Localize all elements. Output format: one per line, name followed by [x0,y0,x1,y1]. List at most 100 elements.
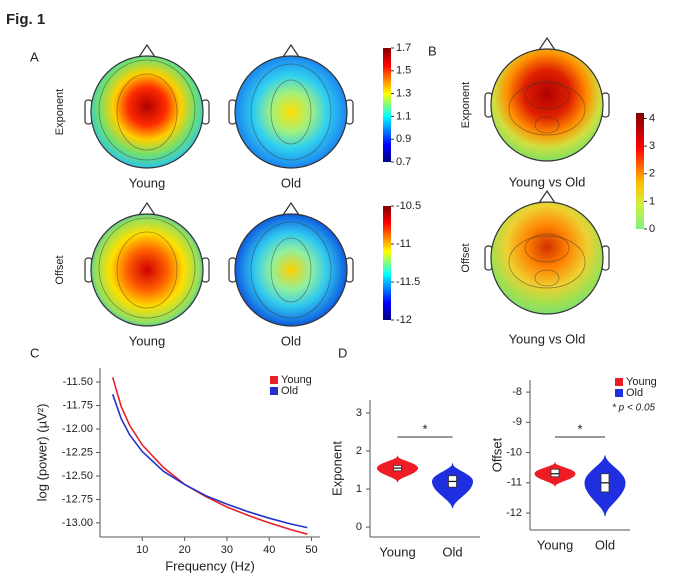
panel-label: A [30,49,39,64]
contour [250,63,332,161]
contour [524,80,570,110]
contour [524,233,570,263]
x-tick-label: 20 [178,544,190,556]
contour [534,269,560,287]
significance-marker: * [577,421,582,436]
colorbar-tick-label: 1.3 [396,88,411,100]
colorbar-tick-label: 0.9 [396,133,411,145]
map-label: Young vs Old [509,174,586,189]
line-series [111,394,308,529]
colorbar-tick-label: 1 [649,195,655,207]
y-tick-label: -11.75 [63,399,93,411]
scalp-map [234,55,348,169]
legend-label: Old [281,385,298,397]
colorbar-tick-label: -10.5 [396,200,421,212]
nose [538,189,556,204]
y-tick-label: 2 [356,445,362,457]
scalp-map [234,213,348,327]
x-tick-label: 10 [136,544,148,556]
nose [538,36,556,51]
colorbar-tick-label: 3 [649,140,655,152]
map-label: Young [129,175,165,190]
row-label: Offset [460,243,472,272]
legend-label: Young [281,374,312,386]
scalp-map [490,48,604,162]
x-axis-label: Frequency (Hz) [165,558,255,573]
significance-marker: * [422,421,427,436]
colorbar-tick-label: 0.7 [396,156,411,168]
colorbar-tick-label: 0 [649,223,655,235]
legend-swatch [615,389,623,397]
contour [116,73,178,151]
x-tick-label: Young [537,537,573,552]
x-tick-label: 30 [221,544,233,556]
contour [508,235,586,289]
map-label: Young [129,333,165,348]
nose [138,201,156,216]
map-label: Old [281,333,301,348]
row-label: Exponent [460,82,472,128]
colorbar-tick-label: -11.5 [396,276,420,288]
y-tick-label: 1 [356,483,362,495]
y-tick-label: -12.00 [62,423,93,435]
contour [270,79,312,145]
y-tick-label: -9 [512,416,522,428]
x-tick-label: 50 [305,544,317,556]
map-label: Young vs Old [509,331,586,346]
y-tick-label: -12 [506,507,522,519]
contour [116,231,178,309]
nose [282,43,300,58]
panel-label: D [338,345,347,360]
x-tick-label: Young [379,544,415,559]
y-tick-label: -11.50 [63,376,93,388]
y-axis-label: Exponent [329,441,344,496]
y-tick-label: -11 [507,477,522,489]
y-tick-label: 0 [356,521,362,533]
nose [282,201,300,216]
legend-label: Old [626,387,643,399]
row-label: Offset [54,255,66,284]
contour [250,221,332,319]
legend-swatch [270,387,278,395]
y-tick-label: -12.50 [62,470,93,482]
nose [138,43,156,58]
y-tick-label: -12.75 [62,493,93,505]
scalp-map [90,213,204,327]
colorbar-tick-label: 1.5 [396,65,411,77]
colorbar [383,48,391,162]
y-tick-label: -12.25 [62,446,93,458]
scalp-map [90,55,204,169]
x-tick-label: Old [442,544,462,559]
map-label: Old [281,175,301,190]
legend-label: Young [626,376,657,388]
colorbar-tick-label: 1.7 [396,42,411,54]
y-tick-label: -8 [512,386,522,398]
colorbar-tick-label: 4 [649,112,655,124]
legend-swatch [270,376,278,384]
contour [508,82,586,136]
x-tick-label: 40 [263,544,275,556]
y-tick-label: -10 [506,446,522,458]
y-axis-label: log (power) (µV²) [34,404,49,502]
figure-label: Fig. 1 [6,11,45,28]
colorbar [636,113,644,229]
panel-label: B [428,43,437,58]
scalp-map [490,201,604,315]
contour [534,116,560,134]
colorbar-tick-label: -12 [396,314,412,326]
colorbar-tick-label: -11 [396,238,411,250]
legend-swatch [615,378,623,386]
y-axis-label: Offset [489,437,504,472]
row-label: Exponent [54,89,66,135]
colorbar-tick-label: 1.1 [396,110,411,122]
colorbar-tick-label: 2 [649,168,655,180]
x-tick-label: Old [595,537,615,552]
violin-box [550,468,560,478]
y-tick-label: -13.00 [62,517,93,529]
colorbar [383,206,391,320]
legend-note: * p < 0.05 [612,403,656,414]
contour [98,217,196,319]
contour [270,237,312,303]
y-tick-label: 3 [356,407,362,419]
